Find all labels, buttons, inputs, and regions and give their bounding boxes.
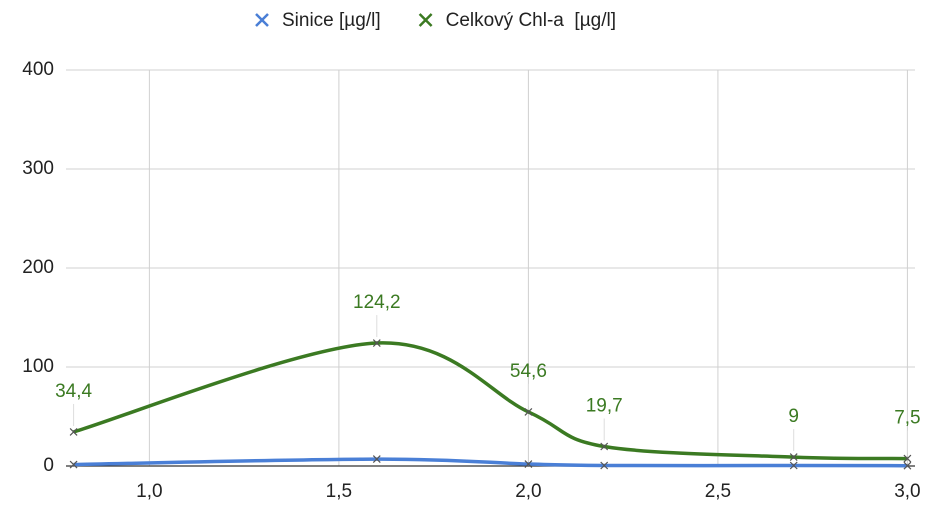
point-marker [789, 461, 798, 470]
point-marker [903, 454, 912, 463]
data-label: 54,6 [510, 361, 547, 382]
point-marker [903, 461, 912, 470]
point-marker [600, 461, 609, 470]
x-tick-label: 2,5 [705, 481, 731, 502]
point-marker [372, 455, 381, 463]
data-label: 34,4 [55, 381, 92, 402]
point-marker [524, 460, 533, 468]
point-marker [789, 453, 798, 462]
y-tick-label: 200 [22, 257, 54, 278]
y-tick-label: 0 [43, 455, 54, 476]
legend-marker [418, 13, 433, 27]
data-label: 9 [788, 406, 799, 427]
series-line [73, 457, 908, 468]
data-label: 7,5 [894, 408, 920, 429]
series-line [73, 341, 908, 461]
x-tick-label: 1,5 [326, 481, 352, 502]
y-tick-label: 300 [22, 158, 54, 179]
point-marker [524, 408, 533, 416]
point-marker [600, 442, 609, 451]
point-marker [69, 460, 78, 469]
point-marker [372, 339, 381, 347]
data-label: 19,7 [586, 396, 623, 417]
x-tick-label: 1,0 [136, 481, 162, 502]
legend-label: Celkový Chl-a [µg/l] [446, 10, 616, 31]
x-tick-label: 3,0 [894, 481, 920, 502]
legend-label: Sinice [µg/l] [282, 10, 381, 31]
y-tick-label: 400 [22, 59, 54, 80]
legend-marker [255, 13, 269, 27]
x-tick-label: 2,0 [515, 481, 541, 502]
y-tick-label: 100 [22, 356, 54, 377]
data-label: 124,2 [353, 292, 401, 313]
point-marker [69, 428, 78, 436]
